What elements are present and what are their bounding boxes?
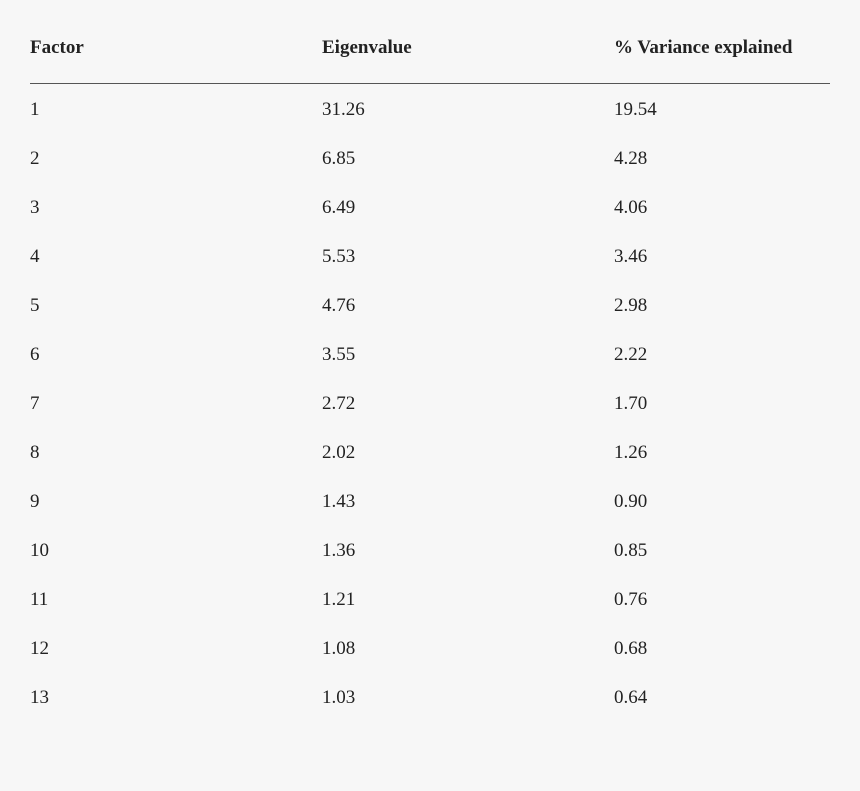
table-cell: 12 bbox=[30, 638, 49, 659]
table-cell: 7 bbox=[30, 393, 40, 414]
column-header: % Variance explained bbox=[614, 37, 793, 58]
table-cell: 9 bbox=[30, 491, 40, 512]
table-cell: 1.26 bbox=[614, 442, 648, 463]
header-rule bbox=[30, 83, 830, 84]
table-cell: 0.90 bbox=[614, 491, 648, 512]
table-cell: 4.06 bbox=[614, 197, 648, 218]
table-cell: 5.53 bbox=[322, 246, 356, 267]
table-cell: 0.68 bbox=[614, 638, 648, 659]
table-cell: 1 bbox=[30, 99, 40, 120]
table-cell: 4.76 bbox=[322, 295, 356, 316]
table-cell: 6 bbox=[30, 344, 40, 365]
column-header: Factor bbox=[30, 37, 84, 58]
table-cell: 1.36 bbox=[322, 540, 356, 561]
table-cell: 1.03 bbox=[322, 687, 356, 708]
table-cell: 2.22 bbox=[614, 344, 648, 365]
table-cell: 1.70 bbox=[614, 393, 648, 414]
table-cell: 0.85 bbox=[614, 540, 648, 561]
table-cell: 13 bbox=[30, 687, 49, 708]
table-cell: 6.85 bbox=[322, 148, 356, 169]
table-cell: 19.54 bbox=[614, 99, 657, 120]
column-header: Eigenvalue bbox=[322, 37, 412, 58]
table-cell: 0.64 bbox=[614, 687, 648, 708]
table-cell: 11 bbox=[30, 589, 49, 610]
table-cell: 1.21 bbox=[322, 589, 356, 610]
table-cell: 8 bbox=[30, 442, 40, 463]
table-cell: 2.02 bbox=[322, 442, 356, 463]
table-cell: 4.28 bbox=[614, 148, 648, 169]
table-cell: 31.26 bbox=[322, 99, 365, 120]
table-cell: 6.49 bbox=[322, 197, 356, 218]
table-cell: 4 bbox=[30, 246, 40, 267]
table-cell: 2.72 bbox=[322, 393, 356, 414]
table-cell: 5 bbox=[30, 295, 40, 316]
table-cell: 1.43 bbox=[322, 491, 356, 512]
table-cell: 10 bbox=[30, 540, 49, 561]
table-cell: 1.08 bbox=[322, 638, 356, 659]
table-cell: 3.55 bbox=[322, 344, 356, 365]
table-cell: 0.76 bbox=[614, 589, 648, 610]
table-cell: 3 bbox=[30, 197, 40, 218]
table-cell: 3.46 bbox=[614, 246, 648, 267]
table-cell: 2.98 bbox=[614, 295, 648, 316]
table-cell: 2 bbox=[30, 148, 40, 169]
